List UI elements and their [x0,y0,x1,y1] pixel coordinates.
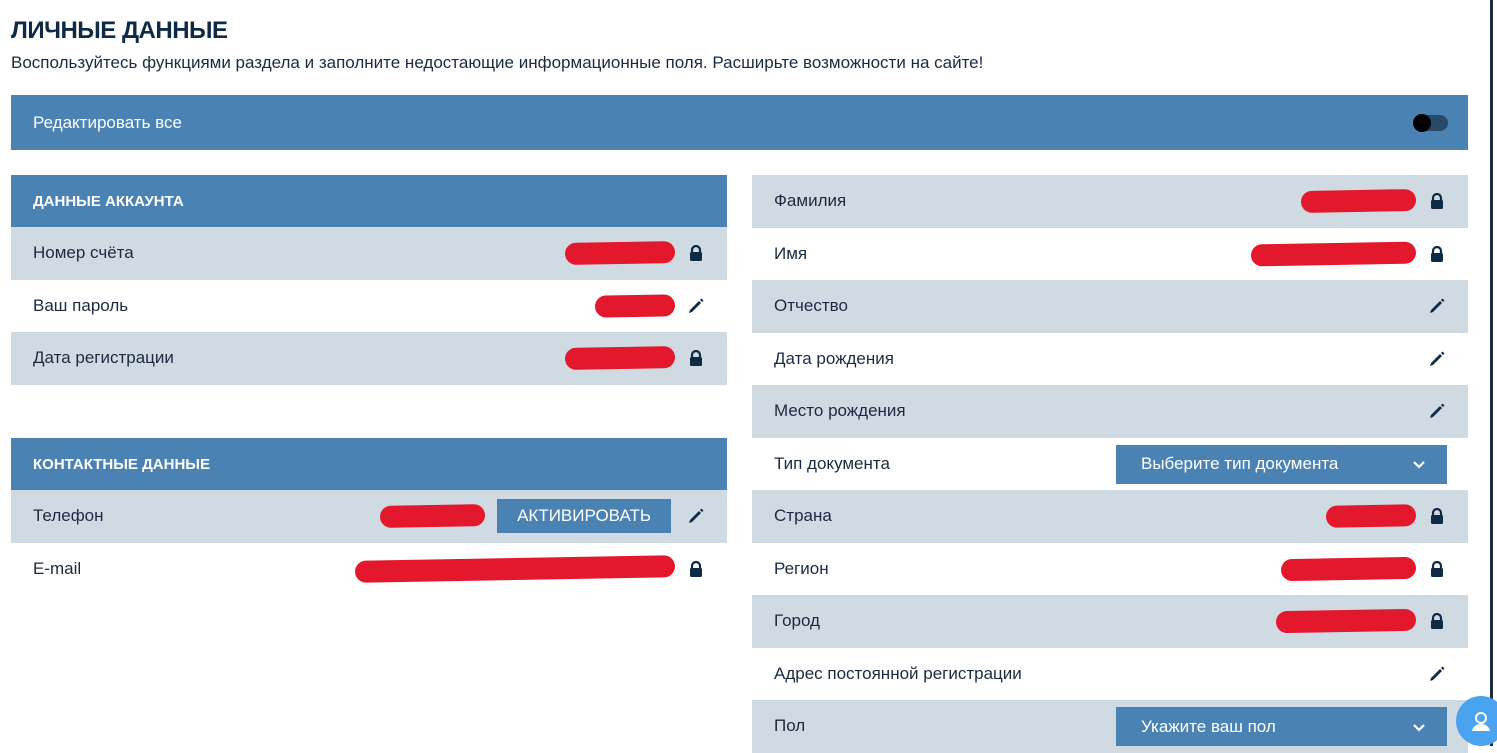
redacted-value [1300,189,1417,214]
field-label: Имя [774,243,808,263]
account-header: ДАННЫЕ АККАУНТА [11,175,727,227]
field-row: Адрес постоянной регистрации [752,648,1468,701]
redacted-value [564,346,676,371]
redacted-value [564,241,676,266]
lock-icon [687,349,705,367]
lock-icon [1428,560,1446,578]
scrollbar[interactable] [1490,0,1493,746]
redacted-value [1325,504,1417,529]
field-label: Регион [774,558,829,578]
field-label: Дата рождения [774,348,894,368]
pencil-icon[interactable] [1428,665,1446,683]
field-row: Фамилия [752,175,1468,228]
field-row: E-mail [11,543,727,596]
field-label: Номер счёта [33,243,134,263]
account-section: ДАННЫЕ АККАУНТА Номер счёта Ваш пароль Дат… [11,175,727,385]
lock-icon [1428,612,1446,630]
field-label: E-mail [33,558,82,578]
field-row: Дата регистрации [11,332,727,385]
field-label: Адрес постоянной регистрации [774,663,1022,683]
field-row: Тип документа Выберите тип документа [752,438,1468,491]
page-subtitle: Воспользуйтесь функциями раздела и запол… [11,53,984,72]
field-label: Пол [774,716,806,736]
select-dropdown[interactable]: Выберите тип документа [1116,444,1447,484]
field-row: Имя [752,228,1468,281]
field-label: Отчество [774,296,848,316]
edit-all-label: Редактировать все [33,112,182,132]
field-label: Место рождения [774,401,906,421]
field-row: Место рождения [752,385,1468,438]
lock-icon [687,244,705,262]
field-row: Телефон АКТИВИРОВАТЬ [11,490,727,543]
pencil-icon[interactable] [1428,402,1446,420]
field-label: Ваш пароль [33,295,129,315]
chevron-down-icon [1413,454,1425,474]
field-row: Дата рождения [752,333,1468,386]
redacted-value [1250,241,1417,267]
lock-icon [687,560,705,578]
select-value: Выберите тип документа [1141,454,1339,473]
redacted-value [379,504,486,529]
select-value: Укажите ваш пол [1141,716,1276,736]
redacted-value [594,294,676,318]
pencil-icon[interactable] [1428,350,1446,368]
select-dropdown[interactable]: Укажите ваш пол [1116,707,1447,746]
contact-section: КОНТАКТНЫЕ ДАННЫЕ Телефон АКТИВИРОВАТЬ E-m… [11,438,727,595]
chevron-down-icon [1413,717,1425,737]
field-label: Дата регистрации [33,348,174,368]
redacted-value [1280,556,1417,581]
pencil-icon[interactable] [687,507,705,525]
redacted-value [1275,609,1417,634]
field-label: Фамилия [774,191,847,211]
field-row: Номер счёта [11,227,727,280]
field-label: Тип документа [774,453,890,473]
edit-all-toggle[interactable] [1413,113,1448,132]
support-chat-button[interactable] [1456,696,1497,746]
field-label: Страна [774,506,832,526]
pencil-icon[interactable] [1428,297,1446,315]
field-row: Страна [752,490,1468,543]
field-label: Город [774,611,820,631]
lock-icon [1428,507,1446,525]
activate-button[interactable]: АКТИВИРОВАТЬ [497,499,671,534]
field-label: Телефон [33,506,104,526]
redacted-value [354,554,676,583]
field-row: Ваш пароль [11,280,727,333]
contact-header: КОНТАКТНЫЕ ДАННЫЕ [11,438,727,490]
field-row: Регион [752,543,1468,596]
page-title: ЛИЧНЫЕ ДАННЫЕ [11,17,228,44]
operator-icon [1472,712,1490,731]
field-row: Пол Укажите ваш пол [752,700,1468,753]
lock-icon [1428,245,1446,263]
lock-icon [1428,192,1446,210]
field-row: Город [752,595,1468,648]
field-row: Отчество [752,280,1468,333]
personal-section: Фамилия Имя Отчество Дата рождения Место рож… [752,175,1468,753]
pencil-icon[interactable] [687,297,705,315]
edit-all-bar: Редактировать все [11,95,1468,150]
